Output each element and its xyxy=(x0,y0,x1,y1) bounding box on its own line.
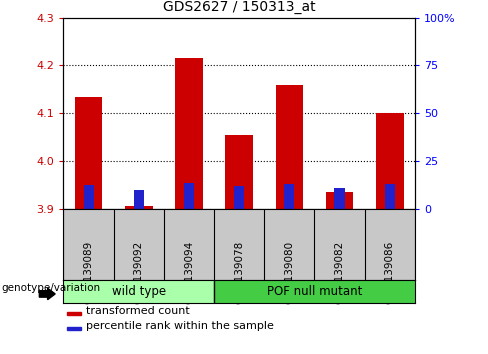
Bar xyxy=(385,184,395,209)
Text: genotype/variation: genotype/variation xyxy=(1,283,101,293)
Bar xyxy=(83,185,94,209)
Bar xyxy=(125,206,153,209)
Text: GSM139078: GSM139078 xyxy=(234,241,244,304)
Title: GDS2627 / 150313_at: GDS2627 / 150313_at xyxy=(163,0,315,14)
Text: GSM139092: GSM139092 xyxy=(134,241,144,304)
Bar xyxy=(134,190,144,209)
Bar xyxy=(75,97,102,209)
Bar xyxy=(214,280,415,303)
Text: GSM139082: GSM139082 xyxy=(334,241,345,304)
Bar xyxy=(67,312,81,315)
Bar xyxy=(225,135,253,209)
Bar xyxy=(276,85,303,209)
Bar xyxy=(285,184,294,209)
Text: GSM139089: GSM139089 xyxy=(83,241,94,304)
Bar xyxy=(63,280,214,303)
Text: wild type: wild type xyxy=(112,285,166,298)
Bar xyxy=(184,183,194,209)
Text: GSM139094: GSM139094 xyxy=(184,241,194,304)
Text: POF null mutant: POF null mutant xyxy=(267,285,362,298)
Bar xyxy=(67,327,81,330)
Text: GSM139086: GSM139086 xyxy=(385,241,395,304)
Text: transformed count: transformed count xyxy=(86,306,190,316)
Bar xyxy=(334,188,345,209)
Text: percentile rank within the sample: percentile rank within the sample xyxy=(86,321,274,331)
Bar xyxy=(175,58,203,209)
FancyArrow shape xyxy=(40,288,55,300)
Bar xyxy=(376,113,404,209)
Text: GSM139080: GSM139080 xyxy=(285,241,294,304)
Bar xyxy=(325,192,353,209)
Bar xyxy=(234,186,244,209)
